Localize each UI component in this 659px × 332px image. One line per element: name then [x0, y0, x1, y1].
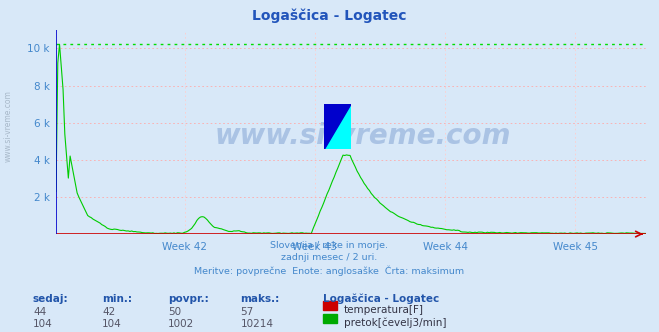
Text: sedaj:: sedaj: [33, 294, 69, 304]
Text: pretok[čevelj3/min]: pretok[čevelj3/min] [344, 318, 447, 328]
Text: min.:: min.: [102, 294, 132, 304]
Text: www.si-vreme.com: www.si-vreme.com [214, 122, 511, 150]
Text: 50: 50 [168, 307, 181, 317]
Text: Slovenija / reke in morje.: Slovenija / reke in morje. [270, 241, 389, 250]
Text: 1002: 1002 [168, 319, 194, 329]
Text: 42: 42 [102, 307, 115, 317]
Text: www.si-vreme.com: www.si-vreme.com [3, 90, 13, 162]
Text: povpr.:: povpr.: [168, 294, 209, 304]
Text: zadnji mesec / 2 uri.: zadnji mesec / 2 uri. [281, 253, 378, 262]
Text: 10214: 10214 [241, 319, 273, 329]
Text: 104: 104 [33, 319, 53, 329]
Text: temperatura[F]: temperatura[F] [344, 305, 424, 315]
Text: 57: 57 [241, 307, 254, 317]
Text: Meritve: povprečne  Enote: anglosaške  Črta: maksimum: Meritve: povprečne Enote: anglosaške Črt… [194, 266, 465, 277]
Text: maks.:: maks.: [241, 294, 280, 304]
Polygon shape [324, 104, 351, 149]
Text: Logaščica - Logatec: Logaščica - Logatec [323, 294, 439, 304]
Text: Logaščica - Logatec: Logaščica - Logatec [252, 8, 407, 23]
Text: 104: 104 [102, 319, 122, 329]
Text: 44: 44 [33, 307, 46, 317]
Polygon shape [324, 104, 351, 149]
Polygon shape [324, 104, 351, 149]
